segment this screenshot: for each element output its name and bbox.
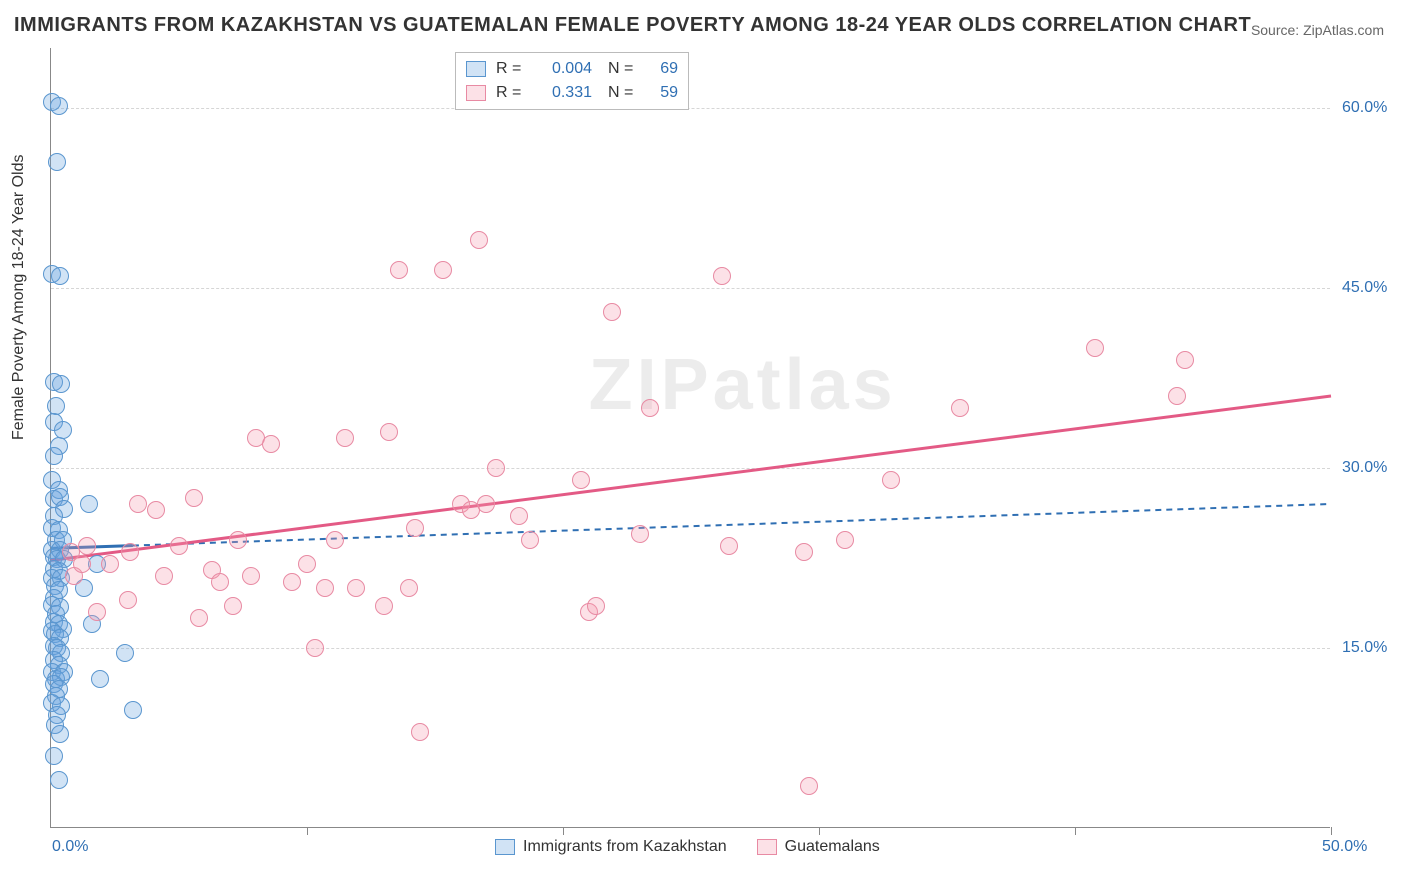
legend-row: R = 0.331 N = 59 [466,81,678,105]
data-point [147,501,165,519]
data-point [224,597,242,615]
x-tick [563,827,564,835]
data-point [347,579,365,597]
legend-r-label: R = [496,84,526,102]
data-point [119,591,137,609]
x-axis-max-label: 50.0% [1322,838,1367,856]
legend-swatch [757,839,777,855]
data-point [316,579,334,597]
data-point [298,555,316,573]
data-point [129,495,147,513]
data-point [45,747,63,765]
legend-r-label: R = [496,60,526,78]
legend-label: Immigrants from Kazakhstan [523,838,727,856]
legend-r-value: 0.331 [536,84,592,102]
data-point [54,421,72,439]
x-tick [1075,827,1076,835]
scatter-plot-area: ZIPatlas 15.0%30.0%45.0%60.0% [50,48,1330,828]
data-point [283,573,301,591]
data-point [1176,351,1194,369]
data-point [47,397,65,415]
data-point [242,567,260,585]
data-point [434,261,452,279]
data-point [470,231,488,249]
data-point [116,644,134,662]
legend-n-label: N = [608,60,638,78]
data-point [50,97,68,115]
data-point [603,303,621,321]
data-point [78,537,96,555]
data-point [800,777,818,795]
x-axis-min-label: 0.0% [52,838,88,856]
legend-item: Immigrants from Kazakhstan [495,838,727,856]
y-tick-label: 15.0% [1342,639,1402,657]
y-tick-label: 45.0% [1342,279,1402,297]
data-point [155,567,173,585]
data-point [641,399,659,417]
legend-item: Guatemalans [757,838,880,856]
x-tick [1331,827,1332,835]
y-tick-label: 30.0% [1342,459,1402,477]
legend-row: R = 0.004 N = 69 [466,57,678,81]
data-point [411,723,429,741]
series-legend: Immigrants from Kazakhstan Guatemalans [495,838,880,856]
data-point [406,519,424,537]
y-axis-label: Female Poverty Among 18-24 Year Olds [10,155,28,441]
x-tick [819,827,820,835]
data-point [951,399,969,417]
data-point [572,471,590,489]
data-point [795,543,813,561]
legend-n-value: 69 [648,60,678,78]
data-point [306,639,324,657]
data-point [713,267,731,285]
data-point [882,471,900,489]
legend-n-value: 59 [648,84,678,102]
data-point [101,555,119,573]
legend-swatch [466,61,486,77]
legend-label: Guatemalans [785,838,880,856]
data-point [836,531,854,549]
data-point [380,423,398,441]
data-point [631,525,649,543]
data-point [211,573,229,591]
data-point [229,531,247,549]
x-tick [307,827,308,835]
data-point [51,267,69,285]
y-tick-label: 60.0% [1342,99,1402,117]
data-point [375,597,393,615]
data-point [50,771,68,789]
data-point [88,603,106,621]
data-point [45,447,63,465]
legend-n-label: N = [608,84,638,102]
legend-swatch [466,85,486,101]
correlation-legend: R = 0.004 N = 69 R = 0.331 N = 59 [455,52,689,110]
data-point [91,670,109,688]
chart-source: Source: ZipAtlas.com [1251,22,1384,38]
data-point [73,555,91,573]
data-point [170,537,188,555]
trend-overlay [51,48,1331,828]
legend-r-value: 0.004 [536,60,592,78]
data-point [521,531,539,549]
chart-title: IMMIGRANTS FROM KAZAKHSTAN VS GUATEMALAN… [14,14,1251,37]
legend-swatch [495,839,515,855]
